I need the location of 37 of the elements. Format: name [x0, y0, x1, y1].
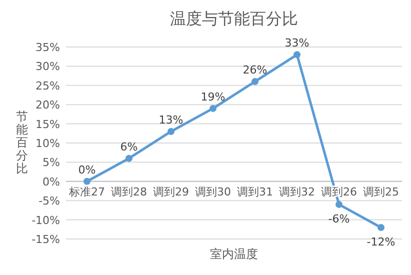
data-label: -12% [366, 235, 396, 248]
point [294, 51, 300, 58]
y-tick-label: 15% [36, 118, 60, 131]
point [336, 200, 342, 208]
data-label: 0% [78, 163, 96, 176]
x-tick-label: 标准27 [68, 185, 105, 198]
point [126, 154, 132, 162]
y-tick-label: 10% [36, 137, 60, 150]
y-axis-title: 节能百分比 [16, 110, 28, 176]
x-tick-label: 调到30 [195, 185, 231, 198]
x-tick-label: 调到29 [153, 185, 189, 198]
point [84, 178, 90, 185]
data-label: 6% [120, 140, 138, 154]
point [168, 128, 174, 135]
point [210, 104, 216, 112]
x-tick-label: 调到28 [111, 185, 147, 198]
y-tick-label: -15% [32, 233, 60, 246]
x-tick-label: 调到32 [279, 185, 315, 198]
y-tick-label: -10% [32, 214, 60, 227]
x-tick-label: 调到25 [363, 185, 399, 198]
point [378, 224, 384, 231]
data-label: -6% [328, 212, 350, 226]
point [252, 78, 258, 86]
data-label: 33% [284, 36, 310, 50]
y-tick-label: 0% [42, 175, 60, 188]
y-tick-label: 25% [36, 79, 60, 92]
y-tick-label: 35% [36, 41, 60, 54]
y-tick-label: 30% [36, 60, 60, 74]
y-tick-label: 5% [42, 156, 60, 170]
data-label: 13% [158, 113, 184, 126]
y-tick-label: 20% [36, 98, 60, 112]
data-label: 19% [200, 90, 226, 104]
data-label: 26% [242, 64, 268, 77]
x-axis-title: 室内温度 [210, 247, 258, 261]
y-tick-label: -5% [38, 194, 60, 208]
chart-title: 温度与节能百分比 [170, 9, 298, 28]
x-tick-label: 调到31 [237, 185, 273, 198]
